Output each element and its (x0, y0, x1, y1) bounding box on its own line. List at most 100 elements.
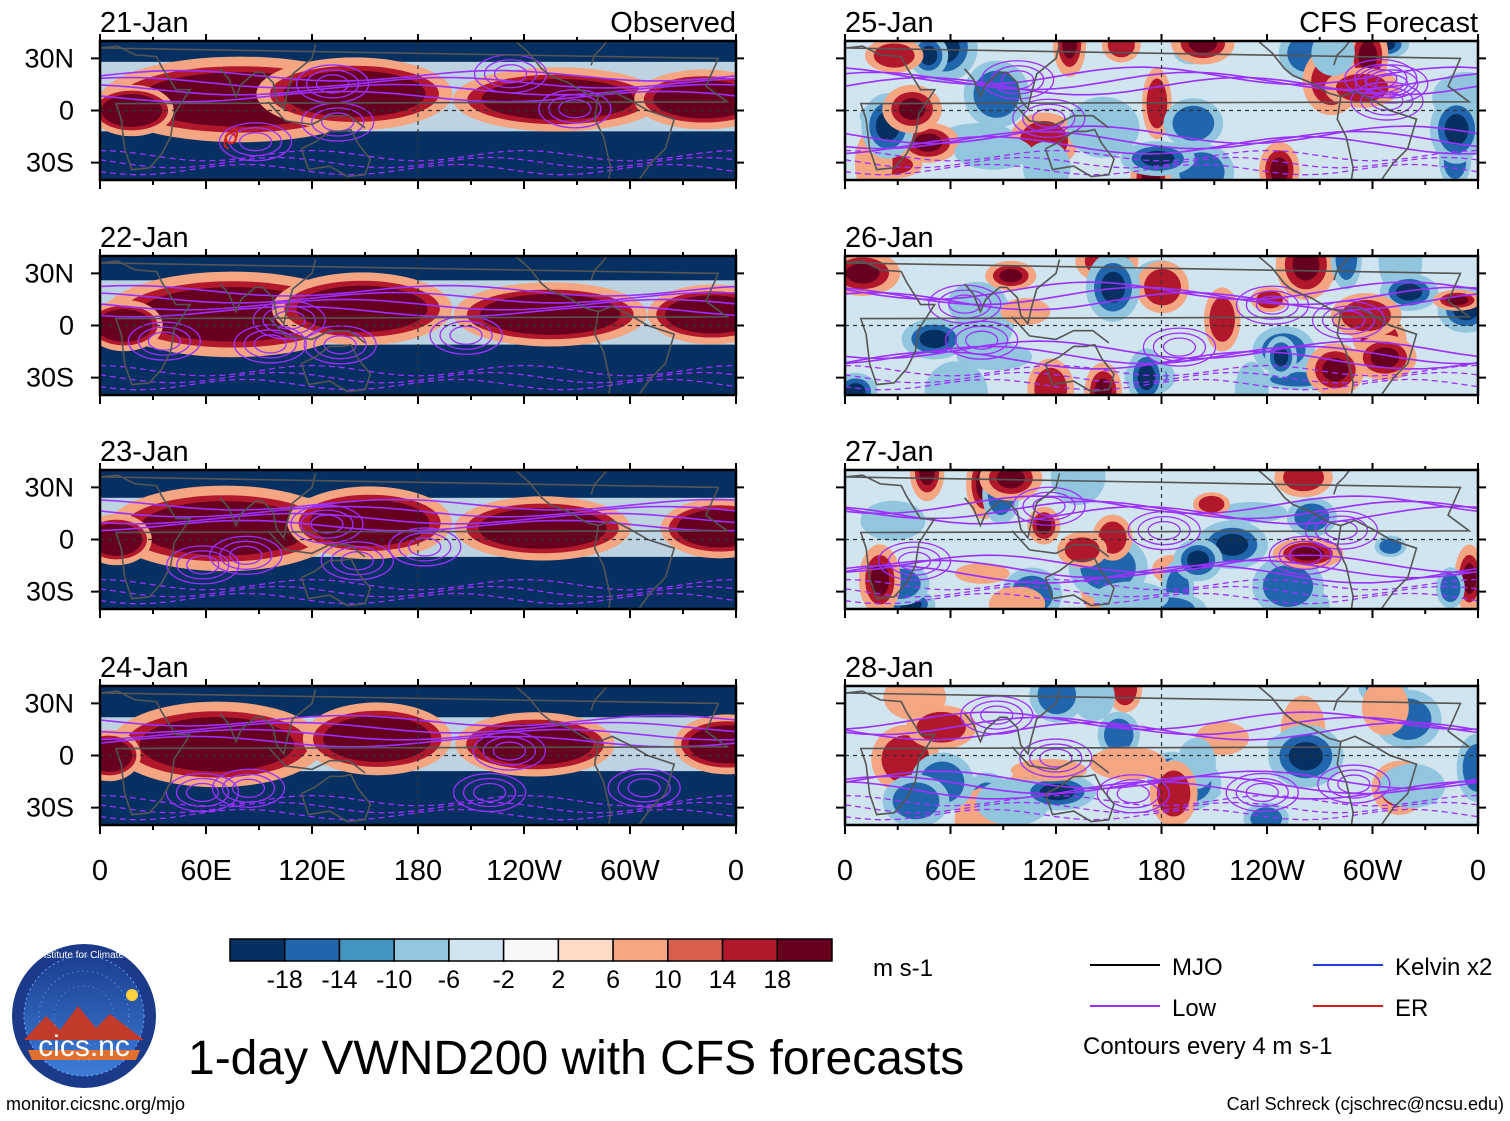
contour-ring (548, 94, 602, 124)
colorbar-label: 10 (654, 966, 682, 994)
field-blob (1137, 364, 1156, 391)
field-blob (1283, 470, 1325, 492)
contour-ring (965, 330, 999, 350)
lat-label: 0 (59, 311, 74, 341)
panel-date: 24-Jan (100, 652, 189, 684)
contour-line (100, 498, 736, 511)
coastline (590, 470, 608, 495)
footer-credit: Carl Schreck (cjschrec@ncsu.edu) (1226, 1094, 1504, 1114)
contour-ring (186, 555, 220, 575)
field-blob (999, 269, 1023, 283)
colorbar: -18 -14 -10 -6 -2 2 6 10 14 18 (229, 938, 833, 994)
contour-ring (1137, 515, 1191, 546)
field-blob (1100, 271, 1126, 303)
contour-dashed (100, 163, 736, 176)
coastline (1340, 90, 1418, 180)
field-blob (954, 135, 1033, 170)
field-blob (1172, 105, 1215, 141)
lat-label: 0 (59, 525, 74, 555)
contour-ring (127, 321, 201, 361)
field-blob (1062, 41, 1078, 59)
contour-ring (1029, 743, 1083, 773)
lon-label: 0 (92, 855, 108, 887)
contour-ring (1337, 774, 1371, 794)
contour-ring (272, 310, 306, 330)
contour-ring (1255, 295, 1290, 315)
map-panel-28-Jan: 28-Jan (836, 652, 1486, 834)
field-blob (924, 361, 988, 395)
colorbar-swatch (283, 938, 341, 962)
lon-label: 0 (837, 855, 853, 887)
footer-url[interactable]: monitor.cicsnc.org/mjo (6, 1094, 186, 1114)
contour-ring (980, 705, 1014, 725)
coastline (1340, 305, 1418, 395)
logo-ring-text: Cooperative Institute for Climate and Sa… (0, 950, 187, 961)
contour-ring (877, 541, 952, 581)
colorbar-label: -14 (321, 966, 357, 994)
coastline (1333, 256, 1351, 281)
contour-ring (290, 504, 364, 544)
contour-ring (185, 782, 220, 803)
contour-line (100, 284, 736, 297)
contour-dashed (845, 364, 1478, 377)
contour-ring (221, 773, 276, 803)
map-panel-22-Jan: 30N 0 30S 22-Jan (24, 222, 744, 404)
field-blob (100, 523, 143, 556)
contour-ring (320, 541, 394, 581)
coastline (1011, 530, 1110, 558)
coastline (845, 260, 1472, 386)
legend-label: Low (1172, 995, 1217, 1022)
map-panel-26-Jan: 26-Jan (836, 222, 1486, 404)
contour-ring (388, 527, 462, 567)
contour-ring (1364, 68, 1398, 89)
field-blob (1141, 150, 1175, 167)
map-panel-23-Jan: 30N 0 30S 23-Jan (24, 436, 744, 618)
contour-ring (948, 294, 982, 314)
contour-ring (627, 778, 661, 798)
contour-ring (1022, 103, 1076, 133)
contour-line (100, 90, 736, 103)
field-blob (478, 507, 607, 549)
contour-dashed (100, 585, 736, 598)
coastline (219, 473, 317, 540)
column-header: Observed (610, 7, 736, 39)
coastline (1044, 557, 1115, 607)
field-blob (1198, 495, 1225, 513)
map-panel-25-Jan: 25-Jan CFS Forecast (836, 7, 1486, 189)
field-blob (477, 723, 594, 765)
legend-label: Kelvin x2 (1395, 954, 1492, 981)
contour-ring (165, 772, 240, 813)
coastline (845, 474, 1472, 600)
contour-ring (305, 69, 360, 99)
contour-ring (1365, 69, 1419, 99)
lat-label: 30S (26, 148, 74, 178)
contour-ring (472, 731, 547, 771)
contour-dashed (845, 794, 1478, 807)
contour-ring (219, 540, 273, 570)
contour-ring (323, 335, 357, 355)
lat-label: 30S (26, 793, 74, 823)
contour-dashed (845, 585, 1478, 598)
coastline (1257, 686, 1355, 825)
contour-dashed (845, 378, 1478, 391)
contour-line (100, 512, 736, 525)
contour-ring (1350, 81, 1424, 121)
coastline (1257, 256, 1355, 395)
contour-ring (483, 59, 538, 89)
field-blob (1311, 41, 1355, 76)
contour-line (100, 291, 736, 304)
coastline (1333, 470, 1351, 495)
lat-label: 30S (26, 577, 74, 607)
lon-label: 180 (394, 855, 442, 887)
lon-label: 120E (278, 855, 346, 887)
logo-text: cics.nc (38, 1030, 130, 1063)
contour-ring (472, 782, 507, 803)
colorbar-label: -10 (376, 966, 412, 994)
contour-ring (1019, 738, 1093, 778)
colorbar-swatch (557, 938, 614, 962)
contour-dashed (845, 592, 1478, 605)
field-blob (665, 295, 736, 334)
coastline (100, 474, 730, 600)
field-blob (1034, 367, 1068, 395)
contour-ring (1327, 769, 1381, 799)
